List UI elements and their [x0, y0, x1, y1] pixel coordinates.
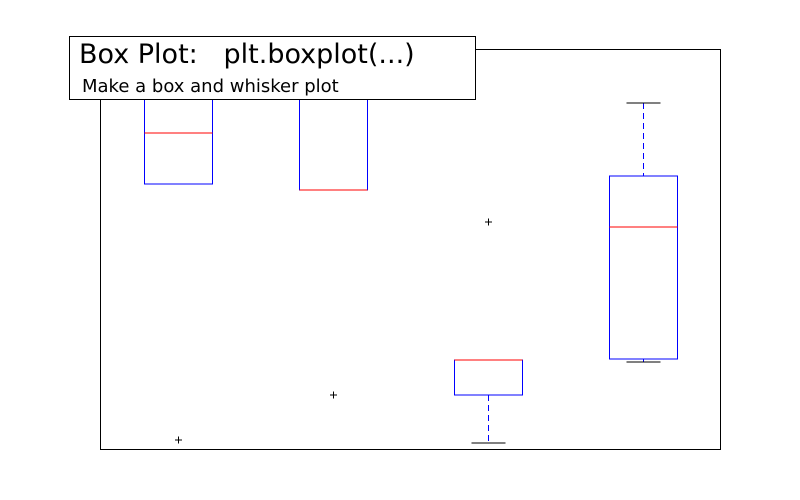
flier-point [485, 218, 492, 226]
box-group-3 [454, 218, 523, 444]
chart-title: Box Plot: plt.boxplot(...) [79, 39, 415, 70]
flier-point [330, 391, 337, 399]
box-iqr [609, 175, 678, 360]
box-iqr [454, 359, 523, 396]
flier-point [175, 436, 182, 444]
title-box: Box Plot: plt.boxplot(...) Make a box an… [69, 36, 476, 100]
box-group-1 [144, 49, 213, 444]
axes-frame [100, 49, 721, 450]
boxes-layer [144, 49, 678, 444]
box-group-2 [299, 49, 368, 399]
box-group-4 [609, 102, 678, 363]
chart-subtitle: Make a box and whisker plot [82, 76, 339, 97]
